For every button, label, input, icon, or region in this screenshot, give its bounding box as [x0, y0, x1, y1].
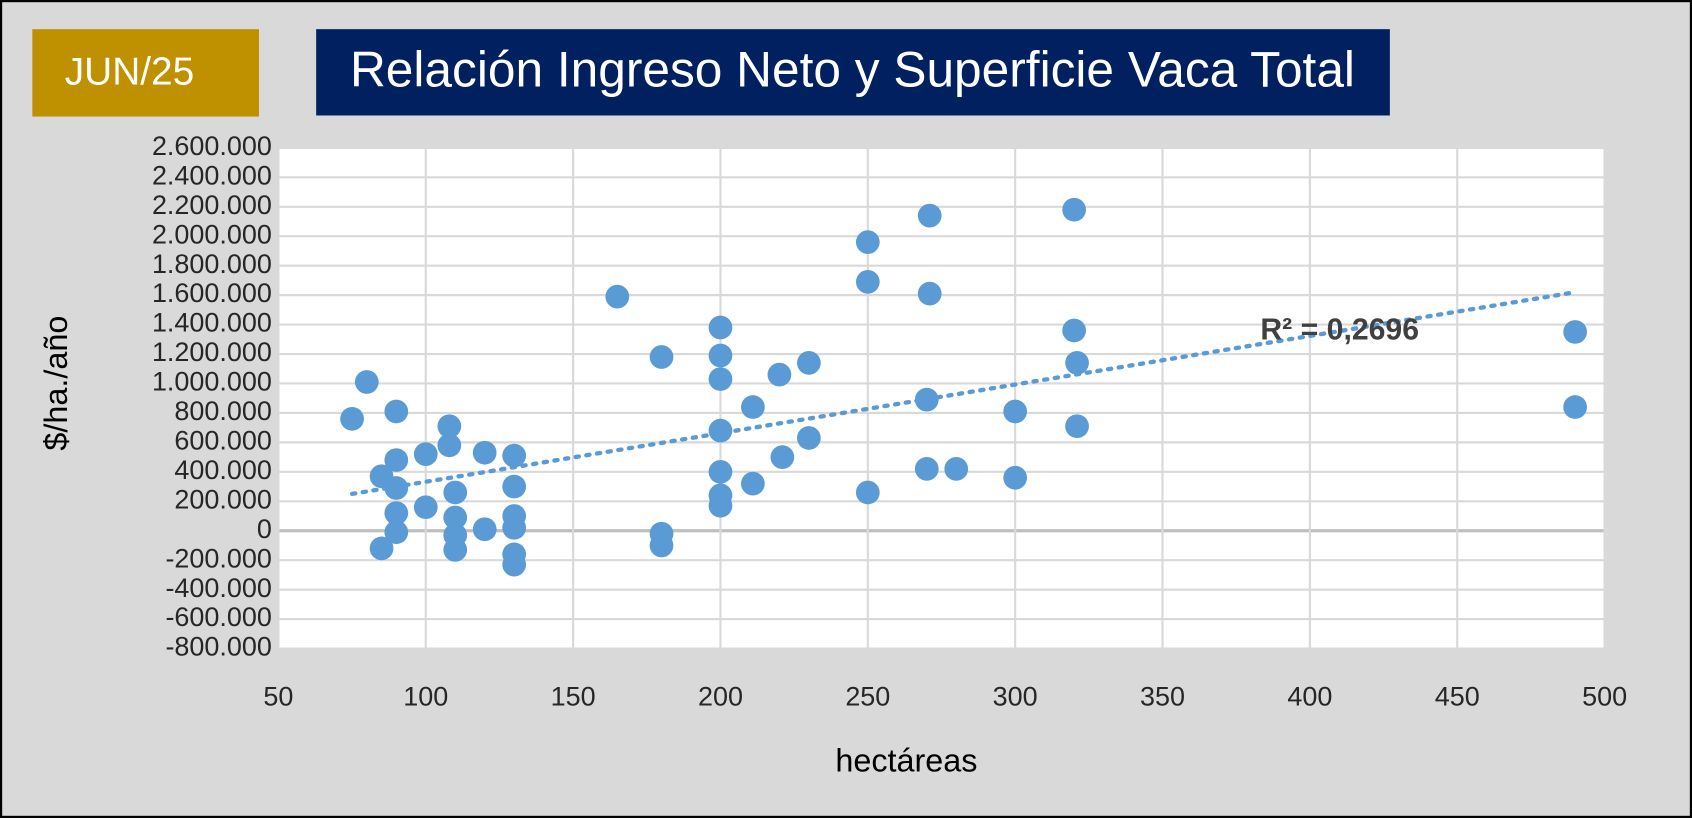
point	[443, 480, 468, 505]
point	[708, 418, 733, 443]
point	[770, 445, 795, 469]
x-tick-label: 500	[1582, 681, 1627, 711]
point	[340, 406, 364, 431]
y-tick-label: 1.600.000	[152, 278, 272, 308]
point	[437, 433, 462, 458]
point	[708, 343, 733, 368]
y-tick-label: 1.800.000	[152, 249, 272, 279]
point	[472, 517, 497, 542]
y-tick-label: 1.400.000	[152, 308, 272, 338]
point	[384, 520, 409, 545]
point	[1065, 350, 1089, 375]
y-tick-label: 400.000	[174, 455, 271, 485]
point	[502, 474, 527, 499]
x-tick-label: 400	[1287, 681, 1332, 711]
point	[741, 471, 765, 496]
y-tick-label: 800.000	[174, 396, 271, 426]
y-tick-label: -800.000	[165, 632, 271, 662]
point	[741, 395, 765, 419]
point	[1062, 197, 1086, 222]
point	[502, 443, 527, 468]
y-axis-label: $/ha./año	[38, 316, 74, 451]
point	[797, 350, 821, 375]
point	[1062, 318, 1086, 343]
point	[384, 501, 409, 525]
y-tick-label: 600.000	[174, 426, 271, 456]
point	[443, 505, 468, 530]
y-tick-label: 1.000.000	[152, 367, 272, 397]
point	[649, 345, 674, 369]
point	[855, 270, 880, 294]
point	[917, 281, 942, 306]
point	[944, 457, 969, 481]
point	[1563, 395, 1587, 419]
x-tick-label: 150	[551, 681, 596, 711]
point	[914, 457, 939, 481]
point	[354, 370, 379, 394]
point	[708, 315, 733, 340]
x-axis-label: hectáreas	[835, 742, 977, 778]
point	[369, 536, 394, 561]
x-tick-label: 300	[993, 681, 1038, 711]
y-tick-label: 200.000	[174, 484, 271, 514]
point	[1003, 399, 1028, 424]
x-tick-label: 100	[403, 681, 448, 711]
y-tick-label: 2.400.000	[152, 160, 272, 190]
y-tick-label: -200.000	[165, 543, 271, 573]
point	[1003, 465, 1028, 490]
point	[605, 284, 630, 309]
point	[413, 442, 438, 467]
badge-box	[32, 29, 259, 117]
badge: JUN/25	[65, 51, 194, 94]
x-tick-label: 350	[1140, 681, 1185, 711]
x-tick-label: 450	[1435, 681, 1480, 711]
y-tick-label: -400.000	[165, 573, 271, 603]
point	[384, 399, 409, 424]
trendline-label: R² = 0,2696	[1260, 313, 1419, 346]
x-tick-label: 50	[263, 681, 293, 711]
point	[767, 362, 792, 387]
y-tick-label: 2.200.000	[152, 190, 272, 220]
point	[855, 480, 880, 505]
point	[1563, 320, 1587, 344]
point	[472, 440, 497, 465]
point	[502, 515, 527, 540]
point	[708, 493, 733, 518]
trendline	[349, 290, 1578, 497]
y-tick-label: 1.200.000	[152, 337, 272, 367]
y-tick-label: 2.000.000	[152, 219, 272, 249]
point	[708, 367, 733, 391]
point	[797, 426, 821, 450]
point	[384, 448, 409, 472]
point	[443, 538, 468, 562]
y-tick-label: -600.000	[165, 602, 271, 632]
title-box	[316, 29, 1390, 116]
point	[1065, 414, 1089, 439]
point	[502, 552, 527, 577]
point	[708, 459, 733, 484]
y-tick-label: 2.600.000	[152, 131, 272, 161]
point	[437, 414, 462, 439]
x-tick-label: 200	[698, 681, 743, 711]
chart-title: Relación Ingreso Neto y Superficie Vaca …	[350, 42, 1355, 98]
x-tick-label: 250	[845, 681, 890, 711]
point	[413, 495, 438, 520]
point	[649, 533, 674, 558]
point	[855, 230, 880, 254]
y-tick-label: 0	[257, 514, 272, 544]
point	[917, 203, 942, 228]
